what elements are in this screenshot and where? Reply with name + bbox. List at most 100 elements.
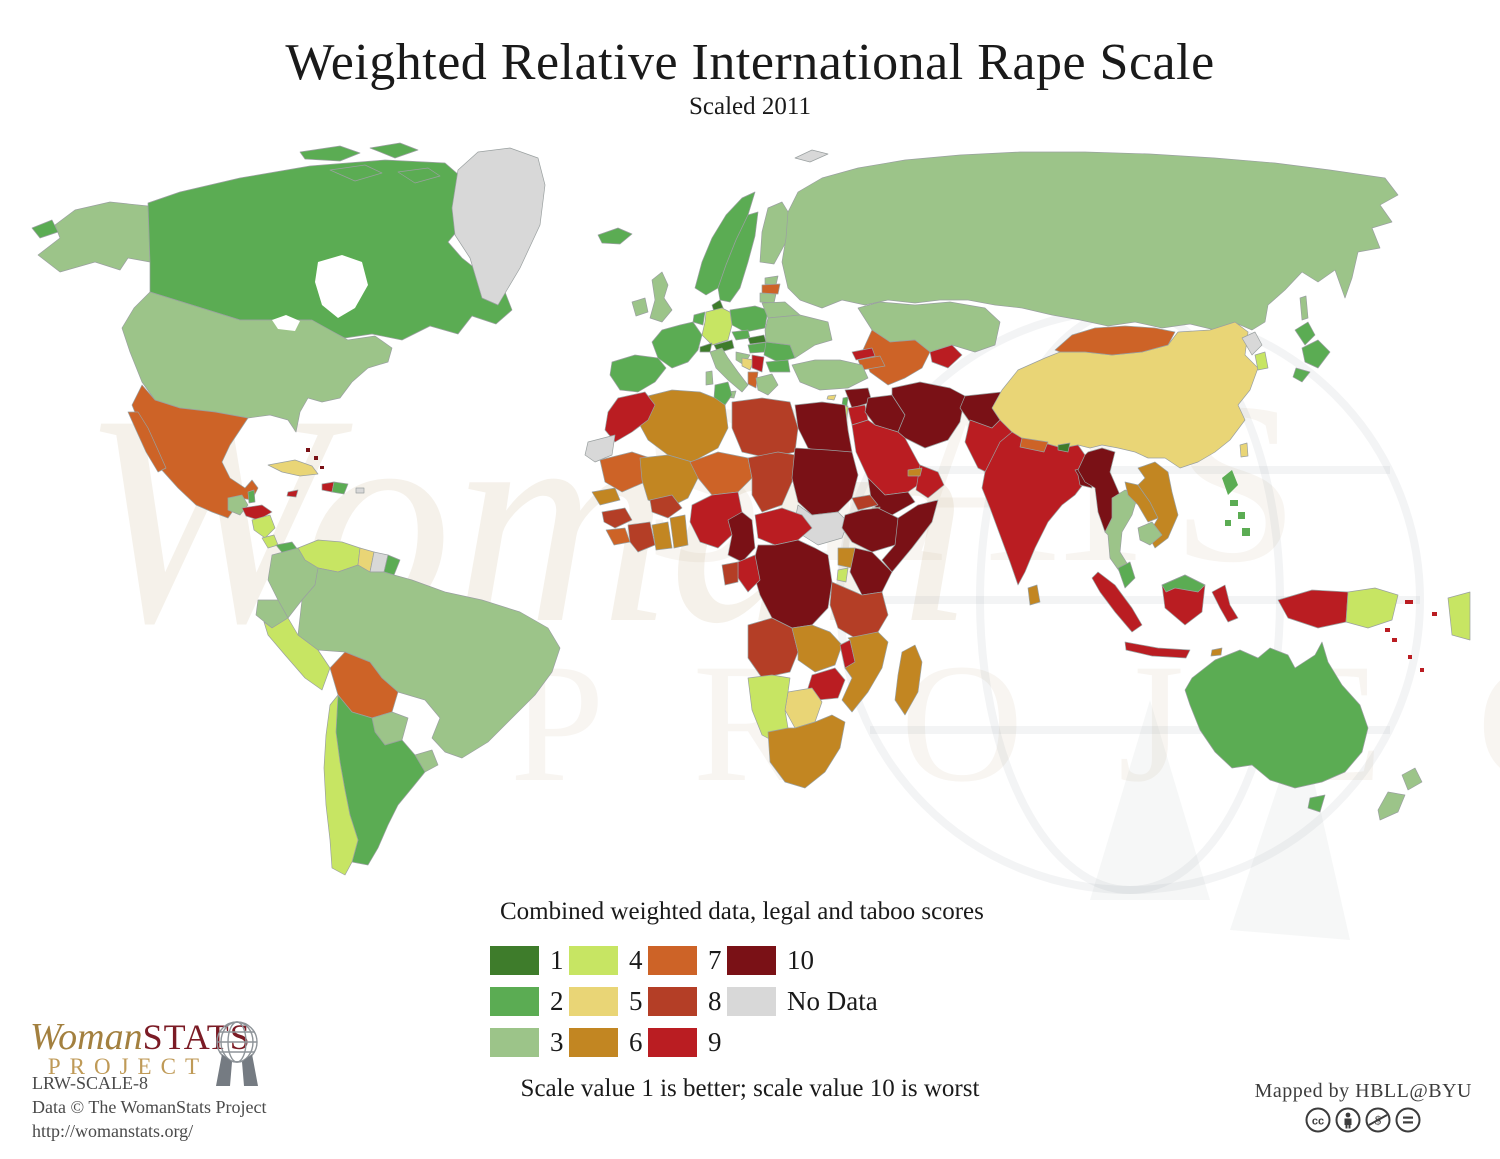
country-poland: [729, 305, 769, 333]
legend-col-1: 1 2 3: [490, 940, 569, 1063]
legend-swatch-8: [648, 987, 697, 1016]
country-puerto-rico: [355, 487, 365, 494]
country-chad: [747, 451, 796, 513]
country-albania: [747, 371, 759, 389]
country-tasmania: [1307, 794, 1326, 813]
country-sweden: [717, 211, 759, 303]
country-greenland: [451, 147, 546, 306]
country-tunisia: [713, 381, 733, 406]
svg-text:cc: cc: [1312, 1116, 1324, 1128]
country-kyrgyzstan-tajikistan: [929, 344, 963, 369]
country-somalia: [881, 499, 939, 573]
country-lithuania: [759, 292, 777, 304]
credit-block: Mapped by HBLL@BYU cc $: [1255, 1080, 1472, 1134]
country-spain: [609, 354, 667, 393]
country-ghana: [651, 521, 673, 551]
country-france: [651, 321, 703, 369]
legend-footnote: Scale value 1 is better; scale value 10 …: [520, 1075, 980, 1102]
data-copyright: Data © The WomanStats Project: [32, 1096, 267, 1117]
country-georgia: [851, 347, 876, 361]
scale-id: LRW-SCALE-8: [32, 1073, 148, 1093]
legend-label-3: 3: [550, 1027, 564, 1057]
country-cyprus: [826, 394, 837, 401]
country-uae: [907, 467, 923, 477]
country-serbia: [751, 354, 765, 373]
country-mongolia: [1054, 325, 1176, 356]
legend-swatch-7: [648, 946, 697, 975]
country-cuba: [267, 459, 319, 477]
legend-grid: 1 2 3 4 5 6 7 8 9 10 No Data: [490, 940, 1030, 1063]
country-nepal: [1019, 437, 1049, 453]
country-western-sahara: [584, 434, 616, 463]
country-bulgaria: [765, 359, 791, 373]
country-ireland: [631, 297, 649, 317]
country-estonia: [764, 275, 779, 286]
header: Weighted Relative International Rape Sca…: [0, 35, 1500, 121]
legend-col-2: 4 5 6: [569, 940, 648, 1063]
country-indonesia-sumatra: [1091, 571, 1143, 633]
legend-swatch-3: [490, 1028, 539, 1057]
country-mexico-baja: [127, 411, 167, 473]
cc-nc-icon: $: [1365, 1107, 1391, 1133]
legend-swatch-10: [727, 946, 776, 975]
country-malaysia-borneo: [1161, 574, 1206, 593]
country-ukraine: [764, 314, 833, 359]
legend-item-9: 9: [648, 1022, 727, 1063]
source-url: http://womanstats.org/: [32, 1120, 194, 1141]
country-fiji-vanuatu: [1408, 655, 1424, 672]
country-chile: [323, 694, 359, 876]
page-subtitle: Scaled 2011: [689, 92, 811, 120]
legend-label-6: 6: [629, 1027, 643, 1057]
country-russia: [781, 151, 1399, 331]
legend-title: Combined weighted data, legal and taboo …: [500, 898, 984, 925]
country-libya: [731, 397, 799, 459]
legend-label-5: 5: [629, 986, 643, 1016]
country-solomon-islands: [1385, 600, 1437, 642]
country-cameroon: [727, 511, 756, 563]
country-east-timor: [1210, 647, 1223, 657]
legend-item-8: 8: [648, 981, 727, 1022]
country-australia: [1184, 641, 1369, 789]
country-dominican-republic: [331, 481, 349, 495]
country-papua-new-guinea: [1345, 587, 1399, 629]
country-vietnam: [1137, 461, 1179, 549]
country-bhutan: [1057, 442, 1071, 453]
mapped-by: Mapped by HBLL@BYU: [1254, 1080, 1472, 1102]
country-angola: [747, 617, 799, 679]
country-zimbabwe: [807, 667, 846, 701]
country-mali: [639, 454, 699, 509]
country-turkey: [791, 359, 869, 391]
country-indonesia-java: [1124, 641, 1191, 659]
country-bahamas: [306, 448, 324, 469]
country-eritrea: [851, 494, 879, 511]
country-sardinia: [705, 370, 714, 386]
country-philippines: [1222, 470, 1250, 536]
legend-label-10: 10: [787, 945, 814, 975]
country-russia-chukotka-west: [31, 219, 59, 239]
country-nicaragua: [251, 514, 276, 539]
legend-swatch-2: [490, 987, 539, 1016]
country-rwanda-burundi: [836, 567, 849, 583]
country-italy: [709, 347, 749, 393]
legend-label-8: 8: [708, 986, 722, 1016]
country-north-korea: [1241, 331, 1263, 356]
country-oman: [915, 464, 945, 499]
country-ivory-coast: [627, 521, 656, 553]
country-usa: [121, 291, 393, 433]
country-guinea: [601, 507, 633, 529]
country-new-zealand-south: [1377, 791, 1406, 821]
country-new-zealand-north: [1401, 767, 1423, 791]
country-south-korea: [1254, 351, 1269, 371]
legend-item-6: 6: [569, 1022, 648, 1063]
country-png-wrap-east: [1447, 591, 1471, 641]
country-canada-arctic-1: [299, 145, 361, 162]
country-norway: [694, 191, 756, 296]
country-finland: [759, 201, 791, 265]
legend-col-4: 10 No Data: [727, 940, 947, 1063]
country-cambodia: [1137, 521, 1163, 546]
country-svalbard: [794, 149, 829, 163]
country-alaska: [37, 201, 151, 273]
country-brazil: [297, 564, 561, 759]
legend-item-10: 10: [727, 940, 947, 981]
